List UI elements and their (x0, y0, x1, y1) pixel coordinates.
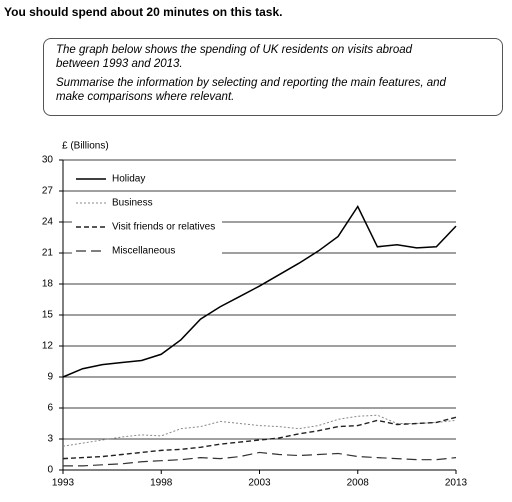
y-tick-label: 9 (47, 372, 53, 383)
legend-bg (72, 195, 222, 211)
y-tick-label: 24 (42, 217, 54, 228)
series-line (62, 414, 457, 447)
y-axis-label: £ (Billions) (62, 141, 109, 152)
legend-bg (72, 171, 222, 187)
y-tick-label: 27 (42, 186, 54, 197)
y-tick-label: 30 (42, 155, 54, 166)
y-tick-label: 21 (42, 248, 54, 259)
x-tick-label: 1993 (52, 478, 75, 489)
y-tick-label: 3 (47, 434, 53, 445)
series-line (62, 204, 457, 378)
task-box: The graph below shows the spending of UK… (43, 38, 503, 116)
y-tick-label: 15 (42, 310, 54, 321)
x-tick-label: 2013 (445, 478, 468, 489)
instruction: You should spend about 20 minutes on thi… (4, 5, 283, 19)
legend-label: Visit friends or relatives (112, 222, 215, 233)
task-paragraph: Summarise the information by selecting a… (56, 77, 446, 103)
series-line (63, 451, 457, 467)
x-tick-label: 2008 (347, 478, 370, 489)
y-tick-label: 12 (42, 341, 54, 352)
legend-label: Holiday (112, 174, 145, 185)
legend-bg (72, 219, 222, 235)
y-tick-label: 18 (42, 279, 54, 290)
y-tick-label: 0 (47, 465, 53, 476)
legend-bg (72, 243, 222, 259)
x-tick-label: 2003 (248, 478, 271, 489)
x-tick-label: 1998 (150, 478, 173, 489)
series-line (62, 416, 457, 460)
task-paragraph: The graph below shows the spending of UK… (56, 44, 413, 70)
legend-label: Business (112, 198, 153, 209)
y-tick-label: 6 (47, 403, 53, 414)
legend-label: Miscellaneous (112, 246, 175, 257)
